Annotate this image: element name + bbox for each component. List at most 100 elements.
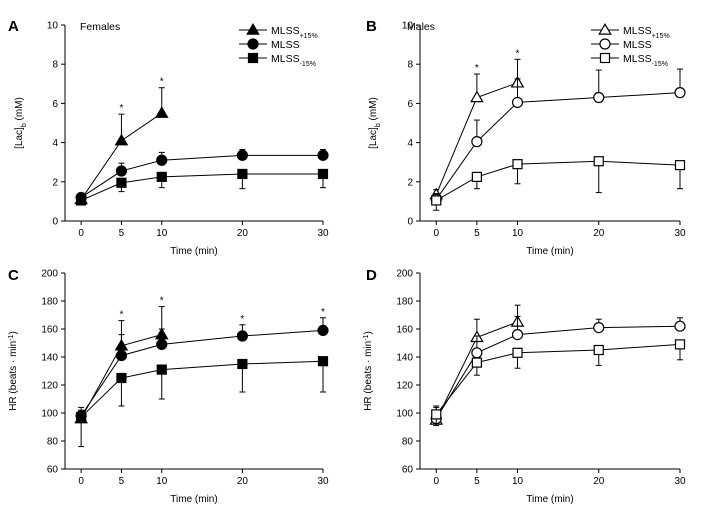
data-point — [76, 195, 87, 206]
data-point — [512, 159, 523, 170]
legend-marker — [247, 52, 259, 64]
y-tick-label: 100 — [396, 409, 413, 420]
significance-star: * — [160, 77, 164, 88]
data-point — [156, 154, 168, 166]
x-tick-label: 5 — [119, 476, 125, 487]
series-line — [435, 92, 681, 200]
y-tick-label: 4 — [52, 138, 58, 149]
significance-star: * — [119, 310, 123, 321]
panel-b: B Males 0 2 4 6 8 10 0 5 10 20 30 Time (min) [Lac]b (m… — [366, 18, 686, 257]
y-tick-label: 8 — [407, 60, 413, 71]
significance-star: * — [321, 307, 325, 318]
data-point — [512, 347, 523, 358]
panel-letter: C — [8, 267, 19, 284]
legend-label: MLSS — [271, 39, 300, 51]
panel-c: C 60 80 100 120 140 160 180 200 0 5 10 20 30 Time (min… — [8, 267, 329, 505]
legend-marker — [599, 38, 611, 50]
legend-label: MLSS-15% — [623, 53, 668, 68]
x-tick-label: 0 — [78, 476, 84, 487]
x-tick-label: 30 — [674, 476, 686, 487]
data-point — [431, 195, 442, 206]
data-point — [674, 160, 686, 171]
data-point — [471, 171, 482, 182]
data-point — [236, 149, 248, 161]
x-tick-label: 0 — [433, 228, 439, 239]
y-tick-label: 140 — [396, 353, 413, 364]
data-point — [236, 330, 248, 342]
legend-marker — [599, 52, 611, 64]
y-tick-label: 180 — [396, 297, 413, 308]
panel-a: A Females 0 2 4 6 8 10 0 5 10 20 30 Time (min) [Lac]b … — [8, 18, 329, 257]
x-tick-label: 5 — [474, 476, 480, 487]
panel-letter: A — [8, 18, 19, 35]
significance-star: * — [475, 63, 479, 74]
y-tick-label: 80 — [47, 437, 59, 448]
y-tick-label: 140 — [41, 353, 58, 364]
series-circle — [430, 315, 686, 425]
y-tick-label: 60 — [402, 465, 414, 476]
panel-title: Females — [80, 21, 120, 33]
x-axis-label: Time (min) — [170, 494, 217, 505]
x-tick-label: 10 — [512, 476, 524, 487]
y-axis-label: [Lac]b (mM) — [368, 97, 382, 149]
data-point — [511, 329, 524, 341]
legend-label: MLSS+15% — [271, 25, 318, 40]
y-tick-label: 0 — [407, 217, 413, 228]
y-tick-label: 2 — [52, 177, 58, 188]
y-tick-label: 6 — [407, 99, 413, 110]
x-tick-label: 20 — [593, 228, 605, 239]
legend-marker — [246, 23, 260, 35]
data-point — [317, 168, 329, 180]
y-tick-label: 120 — [396, 381, 413, 392]
y-tick-label: 200 — [41, 269, 58, 280]
legend-marker — [247, 38, 259, 50]
series-circle — [75, 148, 329, 204]
legend: MLSS+15%MLSS MLSS-15% — [239, 23, 318, 68]
data-point — [674, 87, 686, 99]
x-tick-label: 30 — [317, 228, 329, 239]
y-axis-label: [Lac]b (mM) — [14, 97, 28, 149]
y-tick-label: 80 — [402, 437, 414, 448]
x-axis-label: Time (min) — [526, 494, 573, 505]
y-tick-label: 160 — [41, 325, 58, 336]
series-line — [80, 360, 324, 418]
y-tick-label: 6 — [52, 99, 58, 110]
data-point — [471, 136, 483, 148]
legend-marker — [598, 23, 612, 35]
series-circle: ** — [75, 307, 329, 422]
series-square — [431, 339, 686, 427]
data-point — [116, 372, 127, 384]
data-point — [593, 344, 604, 356]
x-tick-label: 0 — [433, 476, 439, 487]
data-point — [317, 356, 329, 367]
data-point — [237, 168, 248, 180]
panel-title: Males — [407, 21, 435, 33]
panel-letter: D — [366, 267, 377, 284]
data-point — [511, 96, 524, 109]
y-tick-label: 4 — [407, 138, 413, 149]
y-tick-label: 120 — [41, 381, 58, 392]
legend: MLSS+15%MLSS MLSS-15% — [591, 23, 670, 68]
data-point — [593, 156, 604, 167]
x-axis-label: Time (min) — [170, 246, 217, 257]
y-tick-label: 2 — [407, 177, 413, 188]
data-point — [317, 324, 329, 336]
y-tick-label: 160 — [396, 325, 413, 336]
x-tick-label: 20 — [593, 476, 605, 487]
data-point — [470, 90, 484, 103]
y-tick-label: 200 — [396, 269, 413, 280]
significance-star: * — [160, 296, 164, 307]
series-square — [76, 168, 329, 206]
y-tick-label: 180 — [41, 297, 58, 308]
data-point — [471, 347, 483, 359]
x-tick-label: 5 — [119, 228, 125, 239]
y-axis-label: HR (beats · min-1) — [363, 331, 375, 411]
data-point — [156, 364, 167, 375]
x-tick-label: 20 — [237, 228, 249, 239]
legend-label: MLSS — [623, 39, 652, 51]
data-point — [471, 357, 482, 368]
significance-star: * — [240, 314, 244, 325]
data-point — [115, 165, 128, 177]
data-point — [115, 350, 128, 362]
